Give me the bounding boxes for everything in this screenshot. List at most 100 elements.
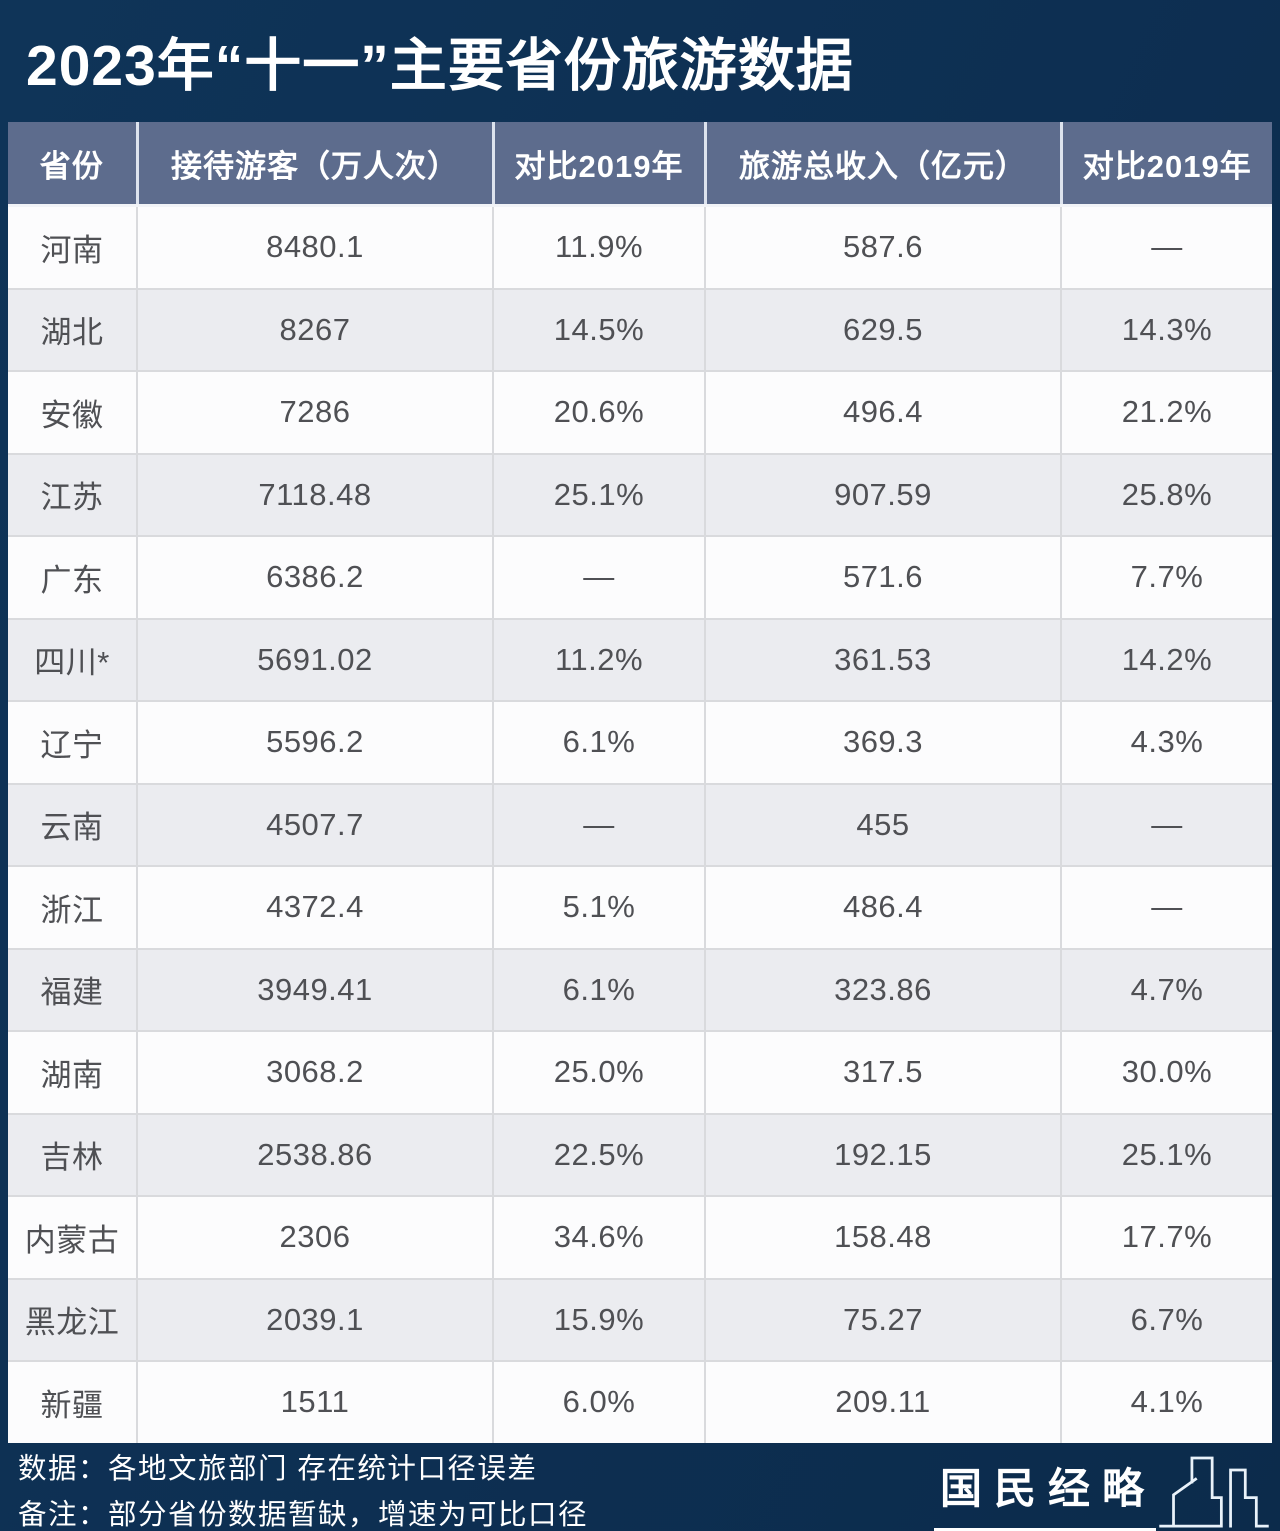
cell-visitors-vs-2019: 11.9% (492, 205, 705, 289)
cell-visitors: 2039.1 (136, 1277, 493, 1361)
footer: 数据：各地文旅部门 存在统计口径误差 备注：部分省份数据暂缺，增速为可比口径 国… (0, 1443, 1280, 1531)
cell-revenue: 496.4 (704, 370, 1061, 454)
column-header-visitors: 接待游客（万人次） (135, 122, 493, 207)
cell-revenue: 571.6 (704, 535, 1061, 619)
table-row: 河南 8480.1 11.9% 587.6 — (8, 205, 1272, 289)
cell-visitors: 7286 (136, 370, 493, 454)
cell-visitors: 4507.7 (136, 782, 493, 866)
table-row: 黑龙江 2039.1 15.9% 75.27 6.7% (8, 1277, 1272, 1361)
table-row: 湖南 3068.2 25.0% 317.5 30.0% (8, 1030, 1272, 1114)
cell-visitors: 6386.2 (136, 535, 493, 619)
cell-province: 四川* (8, 617, 137, 701)
cell-province: 黑龙江 (8, 1277, 137, 1361)
cell-revenue-vs-2019: 17.7% (1060, 1195, 1272, 1279)
cell-visitors-vs-2019: 34.6% (492, 1195, 705, 1279)
cell-revenue-vs-2019: — (1060, 782, 1272, 866)
cell-revenue: 369.3 (704, 700, 1061, 784)
table-row: 吉林 2538.86 22.5% 192.15 25.1% (8, 1112, 1272, 1196)
data-source-note: 数据：各地文旅部门 存在统计口径误差 (18, 1452, 538, 1485)
column-header-visitors-vs-2019: 对比2019年 (491, 122, 705, 207)
cell-revenue-vs-2019: 4.7% (1060, 947, 1272, 1031)
cell-visitors-vs-2019: — (492, 782, 705, 866)
cell-visitors-vs-2019: 22.5% (492, 1112, 705, 1196)
table-row: 浙江 4372.4 5.1% 486.4 — (8, 865, 1272, 949)
brand-logo-text: 国民经略 (933, 1455, 1156, 1531)
cell-visitors: 5596.2 (136, 700, 493, 784)
cell-revenue: 323.86 (704, 947, 1061, 1031)
table-header-row: 省份 接待游客（万人次） 对比2019年 旅游总收入（亿元） 对比2019年 (8, 122, 1272, 207)
cell-revenue: 455 (704, 782, 1061, 866)
cell-visitors-vs-2019: — (492, 535, 705, 619)
table-row: 江苏 7118.48 25.1% 907.59 25.8% (8, 452, 1272, 536)
cell-visitors: 3068.2 (136, 1030, 493, 1114)
cell-revenue-vs-2019: 25.1% (1060, 1112, 1272, 1196)
cell-province: 湖南 (8, 1030, 137, 1114)
cell-revenue: 209.11 (704, 1360, 1061, 1443)
cell-revenue: 158.48 (704, 1195, 1061, 1279)
cell-province: 湖北 (8, 287, 137, 371)
cell-province: 安徽 (8, 370, 137, 454)
cell-visitors: 8480.1 (136, 205, 493, 289)
cell-province: 浙江 (8, 865, 137, 949)
table-body: 河南 8480.1 11.9% 587.6 — 湖北 8267 14.5% 62… (8, 205, 1272, 1443)
table-row: 四川* 5691.02 11.2% 361.53 14.2% (8, 617, 1272, 701)
cell-visitors-vs-2019: 25.1% (492, 452, 705, 536)
cell-revenue-vs-2019: 14.3% (1060, 287, 1272, 371)
brand-logo: 国民经略 (933, 1447, 1272, 1531)
cell-revenue-vs-2019: 6.7% (1060, 1277, 1272, 1361)
cell-province: 广东 (8, 535, 137, 619)
column-header-revenue-vs-2019: 对比2019年 (1059, 122, 1272, 207)
table-row: 广东 6386.2 — 571.6 7.7% (8, 535, 1272, 619)
footer-notes: 数据：各地文旅部门 存在统计口径误差 备注：部分省份数据暂缺，增速为可比口径 (18, 1447, 588, 1531)
table-row: 辽宁 5596.2 6.1% 369.3 4.3% (8, 700, 1272, 784)
cell-revenue-vs-2019: — (1060, 205, 1272, 289)
table-row: 新疆 1511 6.0% 209.11 4.1% (8, 1360, 1272, 1443)
cell-visitors-vs-2019: 11.2% (492, 617, 705, 701)
cell-visitors-vs-2019: 15.9% (492, 1277, 705, 1361)
cell-province: 福建 (8, 947, 137, 1031)
table-row: 云南 4507.7 — 455 — (8, 782, 1272, 866)
cell-province: 新疆 (8, 1360, 137, 1443)
cell-province: 内蒙古 (8, 1195, 137, 1279)
cell-visitors-vs-2019: 14.5% (492, 287, 705, 371)
cell-revenue-vs-2019: 4.1% (1060, 1360, 1272, 1443)
cell-visitors: 4372.4 (136, 865, 493, 949)
cell-visitors-vs-2019: 25.0% (492, 1030, 705, 1114)
table-row: 福建 3949.41 6.1% 323.86 4.7% (8, 947, 1272, 1031)
cell-revenue-vs-2019: 25.8% (1060, 452, 1272, 536)
cell-province: 江苏 (8, 452, 137, 536)
cell-visitors-vs-2019: 20.6% (492, 370, 705, 454)
city-skyline-icon (1159, 1456, 1269, 1527)
cell-visitors: 8267 (136, 287, 493, 371)
remark-note: 备注：部分省份数据暂缺，增速为可比口径 (18, 1498, 589, 1531)
cell-visitors-vs-2019: 6.1% (492, 947, 705, 1031)
cell-visitors-vs-2019: 6.1% (492, 700, 705, 784)
cell-revenue: 361.53 (704, 617, 1061, 701)
cell-revenue: 192.15 (704, 1112, 1061, 1196)
page-title: 2023年“十一”主要省份旅游数据 (26, 34, 854, 98)
cell-province: 辽宁 (8, 700, 137, 784)
cell-visitors: 2538.86 (136, 1112, 493, 1196)
cell-revenue-vs-2019: 14.2% (1060, 617, 1272, 701)
cell-revenue-vs-2019: 21.2% (1060, 370, 1272, 454)
cell-visitors: 7118.48 (136, 452, 493, 536)
table-header: 省份 接待游客（万人次） 对比2019年 旅游总收入（亿元） 对比2019年 (8, 122, 1272, 207)
table-row: 安徽 7286 20.6% 496.4 21.2% (8, 370, 1272, 454)
cell-visitors-vs-2019: 6.0% (492, 1360, 705, 1443)
cell-visitors: 3949.41 (136, 947, 493, 1031)
cell-visitors: 1511 (136, 1360, 493, 1443)
cell-revenue-vs-2019: 30.0% (1060, 1030, 1272, 1114)
cell-revenue: 75.27 (704, 1277, 1061, 1361)
column-header-province: 省份 (8, 122, 137, 207)
column-header-revenue: 旅游总收入（亿元） (703, 122, 1061, 207)
cell-revenue: 629.5 (704, 287, 1061, 371)
cell-revenue-vs-2019: 7.7% (1060, 535, 1272, 619)
cell-visitors: 2306 (136, 1195, 493, 1279)
tourism-data-table: 省份 接待游客（万人次） 对比2019年 旅游总收入（亿元） 对比2019年 河… (8, 122, 1272, 1443)
cell-province: 吉林 (8, 1112, 137, 1196)
table-row: 湖北 8267 14.5% 629.5 14.3% (8, 287, 1272, 371)
cell-revenue: 317.5 (704, 1030, 1061, 1114)
cell-revenue-vs-2019: 4.3% (1060, 700, 1272, 784)
cell-revenue: 486.4 (704, 865, 1061, 949)
